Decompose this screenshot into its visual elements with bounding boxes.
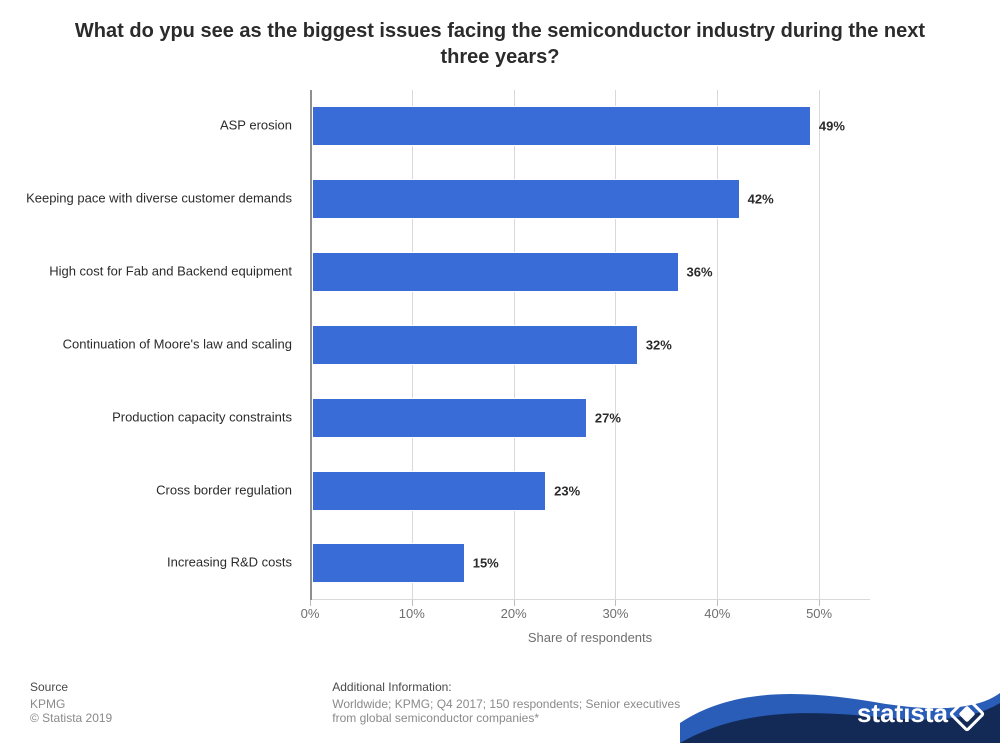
bar-row: ASP erosion49% [310,106,870,146]
x-tick-label: 40% [704,606,730,621]
source-line: © Statista 2019 [30,711,112,725]
x-tick-label: 50% [806,606,832,621]
bar-fill [312,398,587,438]
bar-category-label: Increasing R&D costs [12,555,310,572]
x-tick-label: 20% [501,606,527,621]
additional-info-block: Additional Information: Worldwide; KPMG;… [112,680,710,725]
bar-row: Keeping pace with diverse customer deman… [310,179,870,219]
bar-row: Increasing R&D costs15% [310,543,870,583]
source-line: KPMG [30,697,112,711]
bar-value-label: 32% [638,337,672,352]
bar-row: Continuation of Moore's law and scaling3… [310,325,870,365]
x-axis-label: Share of respondents [528,630,652,645]
info-line: Worldwide; KPMG; Q4 2017; 150 respondent… [332,697,710,711]
x-tick-label: 0% [301,606,320,621]
brand-name: statista [857,698,948,729]
source-header: Source [30,680,112,694]
bar-fill [312,252,679,292]
bar-row: Cross border regulation23% [310,471,870,511]
x-tick-label: 10% [399,606,425,621]
chart-title: What do ypu see as the biggest issues fa… [0,18,1000,70]
info-line: from global semiconductor companies* [332,711,710,725]
source-block: Source KPMG© Statista 2019 [30,680,112,725]
x-tick-label: 30% [602,606,628,621]
bar-value-label: 36% [679,265,713,280]
bar-fill [312,471,546,511]
bar-value-label: 15% [465,556,499,571]
bar-fill [312,325,638,365]
plot-area: 0%10%20%30%40%50% Share of respondents A… [310,90,870,600]
bar-category-label: ASP erosion [12,118,310,135]
bar-category-label: Continuation of Moore's law and scaling [12,337,310,354]
bar-value-label: 23% [546,483,580,498]
additional-info-header: Additional Information: [332,680,710,694]
bar-value-label: 49% [811,119,845,134]
brand-mark-icon [949,695,986,732]
bar-category-label: Cross border regulation [12,482,310,499]
bar-row: High cost for Fab and Backend equipment3… [310,252,870,292]
bar-fill [312,106,811,146]
bar-value-label: 42% [740,192,774,207]
bar-category-label: High cost for Fab and Backend equipment [12,264,310,281]
bar-category-label: Keeping pace with diverse customer deman… [12,191,310,208]
bars-group: ASP erosion49% Keeping pace with diverse … [310,90,870,600]
chart-footer: Source KPMG© Statista 2019 Additional In… [30,680,970,725]
bar-fill [312,179,740,219]
bar-category-label: Production capacity constraints [12,409,310,426]
bar-fill [312,543,465,583]
brand-logo: statista [857,698,980,729]
bar-row: Production capacity constraints27% [310,398,870,438]
chart-container: What do ypu see as the biggest issues fa… [0,0,1000,743]
bar-value-label: 27% [587,410,621,425]
